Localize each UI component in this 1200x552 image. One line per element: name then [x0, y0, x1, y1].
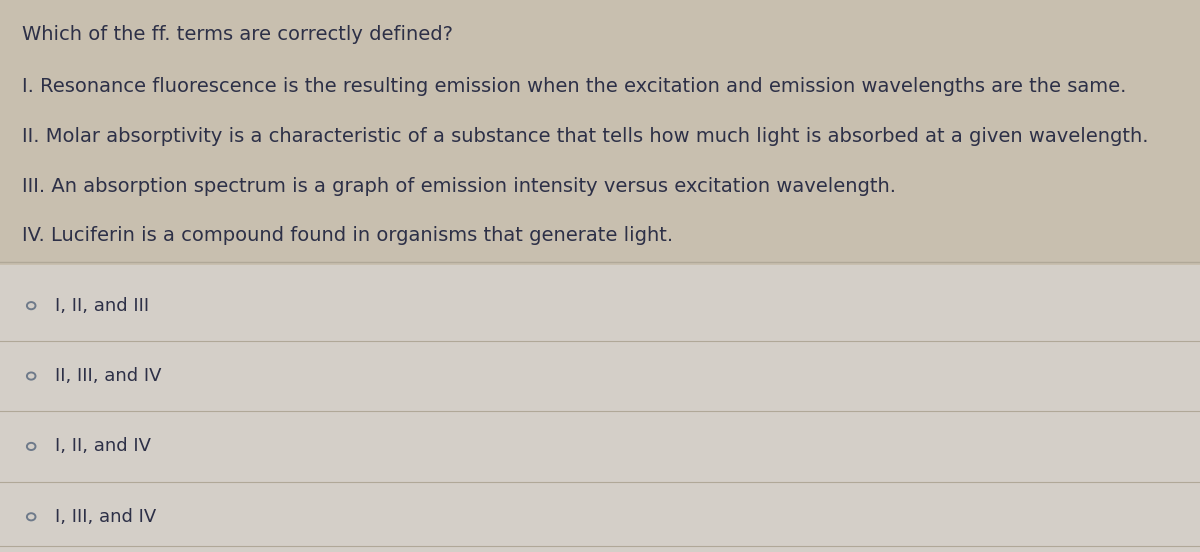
Text: I, III, and IV: I, III, and IV — [55, 508, 156, 526]
Bar — [0, 0, 1200, 265]
Text: II, III, and IV: II, III, and IV — [55, 367, 162, 385]
Text: I. Resonance fluorescence is the resulting emission when the excitation and emis: I. Resonance fluorescence is the resulti… — [22, 77, 1126, 96]
Text: I, II, and IV: I, II, and IV — [55, 437, 151, 455]
Text: I, II, and III: I, II, and III — [55, 296, 149, 315]
Text: Which of the ff. terms are correctly defined?: Which of the ff. terms are correctly def… — [22, 25, 452, 44]
Text: III. An absorption spectrum is a graph of emission intensity versus excitation w: III. An absorption spectrum is a graph o… — [22, 177, 895, 195]
Text: II. Molar absorptivity is a characteristic of a substance that tells how much li: II. Molar absorptivity is a characterist… — [22, 127, 1148, 146]
Bar — [0, 265, 1200, 552]
Text: IV. Luciferin is a compound found in organisms that generate light.: IV. Luciferin is a compound found in org… — [22, 226, 673, 245]
